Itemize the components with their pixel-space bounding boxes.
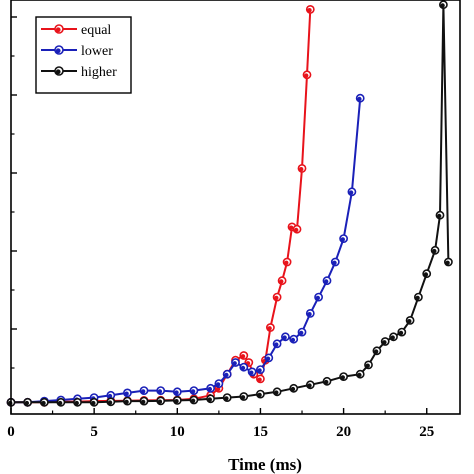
data-point-fill-higher: [274, 390, 279, 395]
data-point-fill-higher: [407, 319, 412, 324]
data-point-fill-higher: [240, 395, 246, 400]
x-tick-label: 20: [336, 424, 351, 440]
data-point-fill-lower: [157, 389, 163, 394]
data-point-fill-higher: [340, 375, 345, 380]
data-point-fill-lower: [174, 390, 179, 395]
data-point-fill-equal: [274, 295, 279, 301]
data-point-fill-higher: [365, 363, 370, 368]
data-point-fill-equal: [267, 326, 272, 331]
data-point-fill-lower: [224, 372, 229, 378]
x-tick-label: 10: [170, 424, 185, 440]
data-point-fill-lower: [215, 382, 221, 387]
data-point-fill-lower: [141, 389, 146, 394]
data-point-fill-higher: [74, 400, 79, 406]
data-point-fill-lower: [340, 237, 345, 242]
data-point-fill-higher: [157, 399, 163, 404]
data-point-fill-lower: [257, 368, 262, 373]
plot-frame: [10, 0, 461, 415]
data-point-fill-lower: [307, 312, 312, 317]
series-line-higher: [11, 4, 450, 404]
data-point-fill-equal: [304, 73, 309, 78]
data-point-fill-lower: [274, 342, 279, 347]
data-point-fill-equal: [215, 386, 221, 392]
data-point-fill-higher: [107, 400, 113, 405]
data-point-fill-equal: [299, 167, 304, 172]
legend-marker-fill-higher: [55, 69, 61, 75]
data-point-fill-higher: [398, 330, 404, 336]
data-point-fill-higher: [382, 340, 387, 345]
x-tick-label: 15: [253, 424, 268, 440]
data-point-fill-lower: [324, 279, 329, 284]
data-point-fill-higher: [437, 213, 442, 219]
data-point-fill-higher: [41, 400, 46, 406]
x-tick-label: 0: [7, 424, 15, 440]
data-point-fill-higher: [141, 399, 146, 405]
data-point-fill-lower: [232, 361, 237, 366]
data-point-fill-higher: [190, 398, 196, 403]
x-tick-label: 25: [419, 424, 434, 440]
legend-label-higher: higher: [81, 65, 117, 80]
data-point-fill-higher: [124, 399, 129, 405]
data-point-fill-lower: [357, 96, 362, 102]
series-line-lower: [11, 98, 362, 404]
data-point-fill-lower: [332, 260, 337, 265]
data-point-fill-lower: [265, 356, 271, 361]
data-point-fill-lower: [249, 370, 254, 375]
data-point-fill-higher: [324, 379, 329, 385]
data-point-fill-higher: [440, 3, 445, 8]
data-point-fill-higher: [174, 399, 179, 404]
data-point-fill-higher: [423, 272, 429, 277]
data-point-fill-higher: [307, 383, 312, 388]
data-point-fill-higher: [257, 392, 262, 398]
x-tick-label: 5: [90, 424, 98, 440]
data-point-fill-lower: [348, 190, 354, 195]
data-point-fill-higher: [357, 372, 362, 378]
data-point-fill-equal: [257, 377, 262, 382]
data-point-fill-equal: [307, 8, 312, 13]
data-point-fill-lower: [190, 389, 196, 394]
data-point-fill-lower: [207, 386, 212, 392]
legend-label-lower: lower: [81, 44, 113, 59]
data-point-fill-lower: [107, 393, 113, 399]
data-point-fill-lower: [290, 337, 296, 343]
x-axis-title: Time (ms): [228, 455, 302, 474]
data-point-fill-higher: [432, 248, 437, 254]
data-point-fill-equal: [284, 260, 289, 265]
plot-area: [6, 0, 453, 407]
data-point-fill-higher: [373, 349, 379, 354]
data-point-fill-equal: [289, 225, 294, 230]
data-point-fill-lower: [240, 365, 246, 371]
data-point-fill-higher: [224, 396, 229, 401]
data-point-fill-higher: [57, 400, 63, 406]
data-point-fill-higher: [290, 386, 296, 392]
data-point-fill-higher: [24, 400, 29, 406]
data-point-fill-higher: [390, 335, 395, 340]
data-point-fill-higher: [415, 295, 420, 301]
data-point-fill-higher: [91, 400, 96, 406]
data-point-fill-lower: [282, 335, 287, 340]
data-point-fill-lower: [124, 391, 129, 396]
data-point-fill-lower: [299, 330, 304, 336]
data-point-fill-lower: [315, 295, 320, 301]
legend: equal lower higher: [35, 16, 132, 94]
legend-label-equal: equal: [81, 23, 111, 38]
legend-marker-fill-lower: [55, 48, 61, 54]
axes: 0 5 10 15 20 25: [7, 0, 461, 440]
legend-marker-fill-equal: [55, 27, 61, 33]
data-point-fill-equal: [240, 354, 246, 359]
legend-box: [35, 16, 132, 94]
data-point-fill-higher: [445, 260, 450, 265]
data-point-fill-equal: [279, 279, 284, 284]
data-point-fill-higher: [207, 397, 212, 402]
data-point-fill-equal: [294, 227, 299, 233]
